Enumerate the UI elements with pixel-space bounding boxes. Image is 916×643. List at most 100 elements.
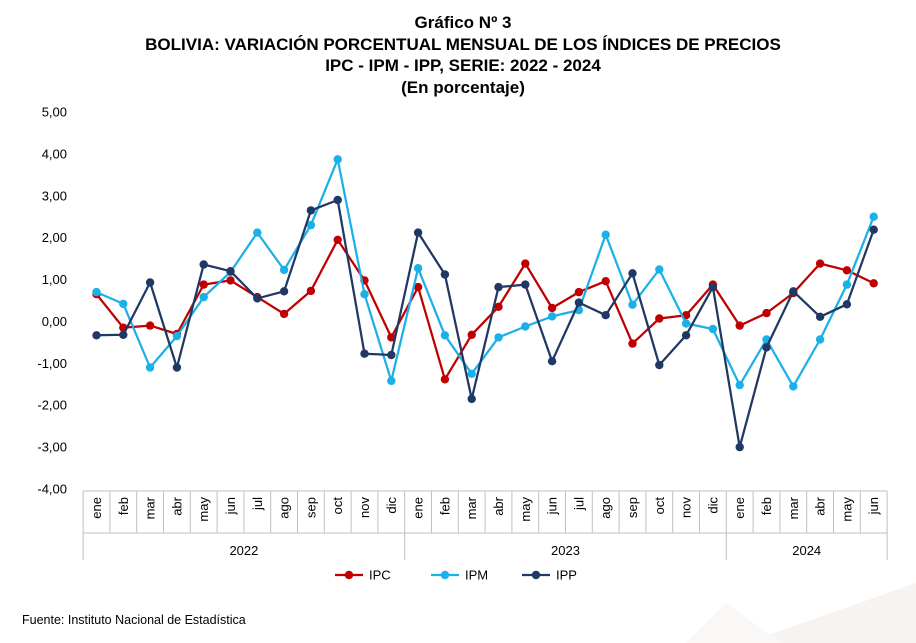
series-line-ipp [96,198,875,449]
x-tick-label: dic [384,497,399,514]
y-tick-label: 4,00 [42,146,67,161]
data-point-ipc [521,259,530,268]
data-point-ipc [145,321,155,330]
series-layer [92,155,878,452]
data-point-ipp [601,311,610,320]
legend-label-ipm: IPM [465,568,488,583]
y-tick-label: -2,00 [37,398,67,413]
data-point-ipm [413,264,423,273]
data-point-ipm [628,300,637,309]
source-note: Fuente: Instituto Nacional de Estadístic… [22,613,246,627]
y-tick-label: 2,00 [42,230,67,245]
data-point-ipm [547,312,557,321]
data-point-ipc [762,308,771,318]
data-point-ipc [440,375,450,384]
data-point-ipm [601,230,610,239]
chart-subtitle-3: (En porcentaje) [401,77,525,97]
x-tick-label: oct [652,497,667,515]
data-point-ipc [467,330,476,339]
x-tick-label: may [196,497,211,522]
data-point-ipp [253,294,262,303]
year-label: 2022 [229,543,258,558]
legend: IPC IPM IPP [335,568,577,583]
x-tick-label: jul [250,497,265,511]
data-point-ipm [387,376,396,386]
data-point-ipp [815,312,825,321]
x-axis: ene feb mar abr may jun jul ago sep oct nov dic ene f… [82,490,888,560]
x-tick-label: may [839,497,854,522]
legend-label-ipp: IPP [556,568,577,583]
x-tick-label: feb [759,497,774,515]
x-tick-label: ene [411,497,426,519]
year-label: 2023 [551,543,580,558]
data-point-ipm [708,324,718,334]
data-point-ipp [521,280,530,289]
chart-titles: Gráfico Nº 3 BOLIVIA: VARIACIÓN PORCENTU… [0,12,916,98]
year-label: 2024 [792,543,821,558]
data-point-ipp [762,343,771,352]
series-line-ipm [96,158,875,388]
data-point-ipp [467,394,476,404]
data-point-ipp [440,270,450,279]
data-point-ipc [815,259,825,268]
x-tick-label: feb [116,497,131,515]
x-tick-label: mar [464,496,479,519]
x-tick-label: abr [813,496,828,515]
data-point-ipc [735,321,744,330]
data-point-ipm [869,212,878,221]
data-point-ipp [226,267,235,276]
data-point-ipm [735,380,744,390]
data-point-ipc [387,333,396,342]
data-point-ipm [199,292,208,302]
x-tick-label: abr [169,496,184,515]
x-tick-label: jun [545,497,560,515]
data-point-ipc [306,286,316,296]
data-point-ipm [681,319,691,328]
x-tick-label: sep [303,497,318,518]
x-tick-label: ago [277,497,292,519]
data-point-ipm [521,322,530,331]
x-tick-label: ago [598,497,613,519]
background-watermark-shape [686,583,916,643]
x-tick-label: mar [143,496,158,519]
x-tick-label: sep [625,497,640,518]
data-point-ipp [360,349,369,358]
data-point-ipp [306,206,316,215]
data-point-ipc [547,303,557,313]
x-tick-label: ene [89,497,104,519]
legend-label-ipc: IPC [369,568,391,583]
data-point-ipp [628,269,637,278]
data-point-ipm [172,331,182,341]
x-tick-label: jun [866,497,881,515]
data-point-ipc [226,276,235,285]
legend-marker-ipc [344,570,354,580]
data-point-ipm [306,220,316,230]
data-point-ipc [333,235,342,244]
data-point-ipp [119,330,128,339]
x-tick-label: mar [786,496,801,519]
data-point-ipc [279,309,289,319]
data-point-ipm [145,363,155,372]
data-point-ipc [869,279,878,288]
data-point-ipp [789,287,798,296]
data-point-ipm [92,287,101,297]
data-point-ipm [440,331,450,340]
data-point-ipm [360,290,369,299]
y-tick-label: -1,00 [37,356,67,371]
x-tick-label: ene [732,497,747,519]
x-tick-label: jul [571,497,586,511]
data-point-ipm [494,333,503,342]
y-tick-label: 3,00 [42,188,67,203]
legend-marker-ipp [531,570,541,580]
x-tick-label: abr [491,496,506,515]
data-point-ipm [815,335,825,344]
x-tick-label: feb [437,497,452,515]
data-point-ipp [574,298,584,307]
data-point-ipc [413,282,423,292]
data-point-ipp [655,360,664,370]
series-line-ipc [95,238,875,381]
data-point-ipc [655,314,664,323]
data-point-ipp [413,228,423,237]
data-point-ipm [333,155,342,164]
